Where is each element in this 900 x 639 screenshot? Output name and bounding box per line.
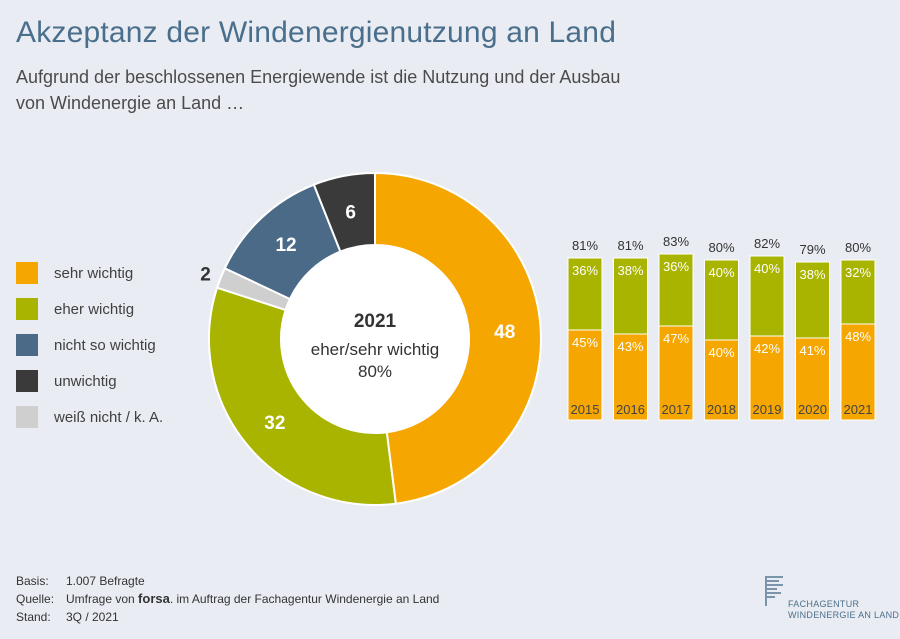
bar-segment-sehr-wichtig	[749, 335, 785, 421]
legend-item-sehr-wichtig: sehr wichtig	[16, 255, 163, 291]
donut-slice-sehr-wichtig	[374, 171, 542, 505]
bar-segment-eher-wichtig	[749, 255, 785, 337]
footer-stand: Stand: 3Q / 2021	[16, 608, 439, 626]
chart-legend: sehr wichtig eher wichtig nicht so wicht…	[16, 255, 163, 435]
bar-segment-value: 47%	[663, 331, 689, 346]
bar-segment-eher-wichtig	[567, 257, 603, 331]
bar-segment-eher-wichtig	[795, 261, 830, 339]
donut-slice-eher-wichtig	[208, 286, 397, 506]
bar-segment-sehr-wichtig	[840, 323, 876, 421]
bar-segment-sehr-wichtig	[613, 333, 648, 421]
donut-center	[282, 246, 468, 432]
bar-segment-value: 32%	[845, 265, 871, 280]
donut-value-label: 48	[494, 322, 515, 343]
bar-segment-value: 38%	[799, 267, 825, 282]
bar-year-label: 2015	[571, 402, 600, 417]
bar-segment-sehr-wichtig	[567, 329, 603, 421]
donut-value-label: 2	[200, 264, 211, 285]
bar-segment-value: 40%	[708, 265, 734, 280]
bar-segment-eher-wichtig	[613, 257, 648, 335]
bar-segment-value: 36%	[572, 263, 598, 278]
bar-segment-value: 43%	[617, 339, 643, 354]
bar-year-label: 2016	[616, 402, 645, 417]
bar-segment-value: 41%	[799, 343, 825, 358]
bar-segment-value: 38%	[617, 263, 643, 278]
fachagentur-logo-icon	[765, 576, 783, 606]
bar-segment-sehr-wichtig	[658, 325, 694, 421]
legend-label: nicht so wichtig	[54, 336, 156, 354]
footer-stand-key: Stand:	[16, 610, 51, 624]
legend-label: sehr wichtig	[54, 264, 134, 282]
bar-year-label: 2019	[753, 402, 782, 417]
bar-total-label: 81%	[572, 238, 598, 253]
bar-total-label: 79%	[799, 242, 825, 257]
page-subtitle: Aufgrund der beschlossenen Energiewende …	[16, 67, 621, 113]
bar-segment-value: 48%	[845, 329, 871, 344]
bar-segment-value: 40%	[708, 345, 734, 360]
bar-segment-value: 40%	[754, 261, 780, 276]
legend-item-weiss-nicht: weiß nicht / k. A.	[16, 399, 163, 435]
bar-total-label: 81%	[617, 238, 643, 253]
bar-segment-value: 45%	[572, 335, 598, 350]
footer-source-post: . im Auftrag der Fachagentur Windenergie…	[169, 592, 440, 606]
bar-segment-eher-wichtig	[840, 259, 876, 325]
legend-label: weiß nicht / k. A.	[54, 408, 164, 426]
footer-source-pre: Umfrage von	[66, 592, 135, 606]
footer-source: Quelle: Umfrage von forsa. im Auftrag de…	[16, 590, 439, 608]
footer-source-value: Umfrage von forsa. im Auftrag der Fachag…	[66, 590, 439, 608]
bar-year-label: 2020	[798, 402, 827, 417]
legend-swatch	[16, 298, 38, 320]
bar-total-label: 82%	[754, 236, 780, 251]
bar-total-label: 80%	[708, 240, 734, 255]
donut-center-label: eher/sehr wichtig	[311, 340, 440, 359]
bar-total-label: 83%	[663, 234, 689, 249]
bar-year-label: 2018	[707, 402, 736, 417]
footer-stand-value: 3Q / 2021	[66, 610, 119, 624]
footer-basis-key: Basis:	[16, 574, 49, 588]
bar-total-label: 80%	[845, 240, 871, 255]
legend-item-eher-wichtig: eher wichtig	[16, 291, 163, 327]
footer: Basis: 1.007 Befragte Quelle: Umfrage vo…	[16, 572, 439, 626]
legend-label: unwichtig	[54, 372, 117, 390]
logo-line-2: WINDENERGIE AN LAND	[788, 610, 900, 620]
donut-center-value: 80%	[358, 362, 392, 381]
donut-value-label: 12	[275, 235, 296, 256]
footer-basis-value: 1.007 Befragte	[66, 574, 145, 588]
donut-value-label: 32	[264, 413, 285, 434]
legend-swatch	[16, 370, 38, 392]
bar-segment-sehr-wichtig	[704, 339, 739, 421]
bar-segment-value: 42%	[754, 341, 780, 356]
footer-basis: Basis: 1.007 Befragte	[16, 572, 439, 590]
logo-line-1: FACHAGENTUR	[788, 599, 860, 609]
donut-value-label: 6	[345, 202, 356, 223]
bar-segment-sehr-wichtig	[795, 337, 830, 421]
footer-source-key: Quelle:	[16, 592, 55, 606]
legend-swatch	[16, 406, 38, 428]
bar-segment-value: 36%	[663, 259, 689, 274]
bar-segment-eher-wichtig	[658, 253, 694, 327]
forsa-brand: forsa	[138, 591, 170, 606]
bar-segment-eher-wichtig	[704, 259, 739, 341]
donut-center-year: 2021	[354, 311, 397, 332]
bar-year-label: 2021	[844, 402, 873, 417]
legend-item-unwichtig: unwichtig	[16, 363, 163, 399]
logo-text: FACHAGENTUR WINDENERGIE AN LAND	[788, 599, 899, 621]
page-title: Akzeptanz der Windenergienutzung an Land	[16, 16, 617, 49]
donut-slice-unwichtig	[312, 171, 376, 253]
legend-swatch	[16, 262, 38, 284]
bar-year-label: 2017	[662, 402, 691, 417]
legend-swatch	[16, 334, 38, 356]
legend-label: eher wichtig	[54, 300, 135, 318]
legend-item-nicht-so-wichtig: nicht so wichtig	[16, 327, 163, 363]
